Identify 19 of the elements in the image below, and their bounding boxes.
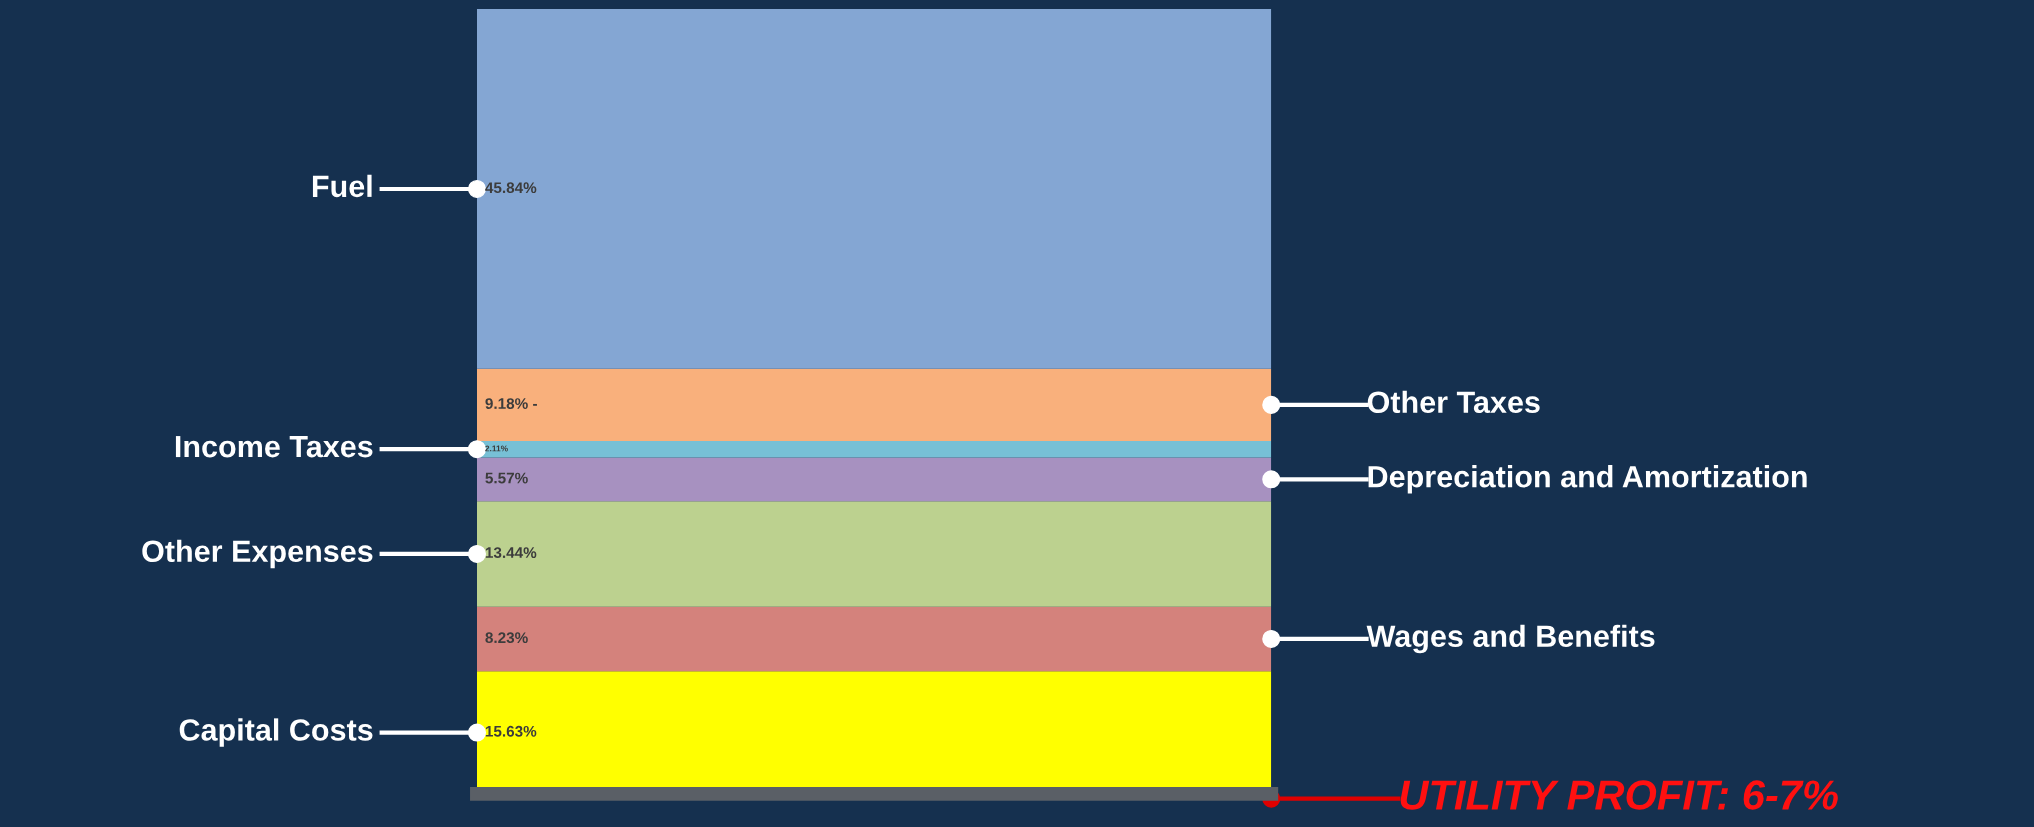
text: Depreciation and Amortization (1368, 465, 1807, 494)
text: Other Taxes (1367, 390, 1540, 414)
bar (476, 9, 1272, 369)
data-label: 8.23% (485, 632, 528, 644)
text: Income Taxes (175, 436, 373, 458)
text: Wages and Benefits (1366, 624, 1655, 654)
text: Fuel (312, 174, 372, 198)
bar (476, 457, 1272, 502)
data-label: 13.44% (485, 547, 537, 559)
bar (476, 606, 1272, 672)
data-label: 45.84% (485, 182, 537, 194)
bar (476, 501, 1272, 607)
data-label: 9.18% - (485, 398, 537, 409)
text: Capital Costs (179, 718, 373, 747)
text: UTILITY PROFIT: 6-7% (1400, 780, 1838, 810)
data-label: 5.57% (485, 472, 528, 484)
bar (476, 368, 1272, 441)
data-label: 15.63% (485, 725, 537, 737)
text: Other Expenses (142, 539, 373, 569)
